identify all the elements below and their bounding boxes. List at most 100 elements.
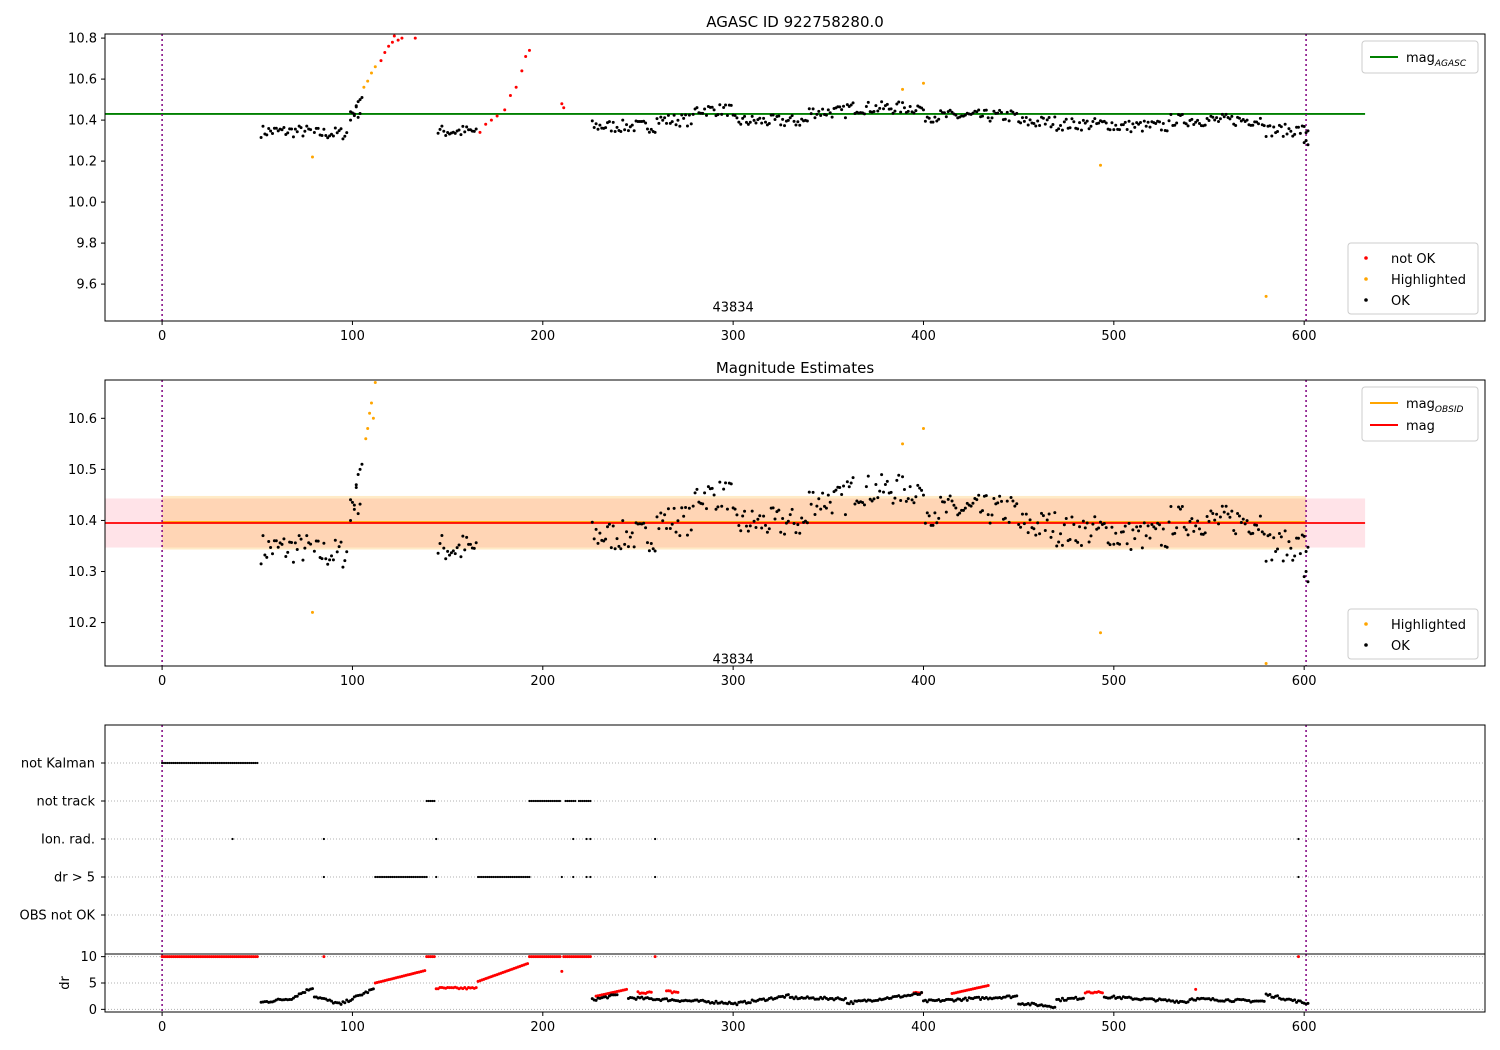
point-ok	[760, 121, 764, 125]
point-ok	[1262, 124, 1266, 128]
point-ok	[1005, 499, 1009, 503]
point-ok	[632, 129, 636, 133]
point-ok	[712, 108, 716, 112]
point-ok	[1296, 125, 1300, 129]
point-ok	[1234, 532, 1238, 536]
point-ok	[918, 486, 922, 490]
point-ok	[1251, 531, 1255, 535]
point-ok	[735, 116, 739, 120]
point-ok	[889, 490, 893, 494]
point-ok	[680, 506, 684, 510]
point-ok	[874, 104, 878, 108]
point-ok	[1302, 534, 1306, 538]
point-ok	[1114, 531, 1118, 535]
point-ok	[1089, 124, 1093, 128]
point-ok	[847, 1002, 851, 1006]
flag-point	[229, 761, 232, 765]
point-ok	[678, 124, 682, 128]
point-ok	[1279, 535, 1283, 539]
point-ok	[295, 994, 299, 998]
point-ok	[849, 481, 853, 485]
point-ok	[975, 110, 979, 114]
point-ok	[341, 565, 345, 569]
point-ok	[358, 467, 362, 471]
point-ok	[1112, 128, 1116, 132]
flag-point	[486, 875, 489, 879]
point-ok	[301, 558, 305, 562]
point-ok	[1196, 519, 1200, 523]
point-ok	[1192, 123, 1196, 127]
point-ok	[1019, 525, 1023, 529]
point-not-ok	[484, 122, 488, 126]
point-ok	[685, 533, 689, 537]
point-ok	[339, 1002, 343, 1006]
flag-point	[197, 761, 200, 765]
point-ok	[1279, 125, 1283, 129]
point-ok	[358, 98, 362, 102]
point-ok	[1260, 530, 1264, 534]
point-ok	[655, 117, 659, 121]
point-ok	[748, 120, 752, 124]
point-ok	[748, 1001, 752, 1005]
point-ok	[1169, 505, 1173, 509]
point-ok	[1038, 123, 1042, 127]
point-not-ok	[514, 85, 518, 89]
x-tick-label: 100	[340, 1020, 365, 1035]
point-ok	[927, 514, 931, 518]
flag-point	[528, 799, 531, 803]
point-ok	[1003, 117, 1007, 121]
point-ok	[1087, 127, 1091, 131]
point-ok	[684, 113, 688, 117]
flag-point	[400, 875, 404, 879]
point-ok	[291, 560, 295, 564]
flag-point	[235, 761, 238, 765]
y-tick-label: 9.8	[76, 237, 97, 252]
point-ok	[1102, 522, 1106, 526]
point-ok	[293, 127, 297, 131]
point-ok	[371, 987, 375, 991]
point-ok	[1268, 124, 1272, 128]
point-ok	[889, 107, 893, 111]
point-ok	[615, 993, 619, 997]
flag-point	[433, 799, 436, 803]
point-ok	[1034, 533, 1038, 537]
point-ok	[819, 507, 823, 511]
point-ok	[912, 501, 916, 505]
point-ok	[701, 502, 705, 506]
point-ok	[891, 111, 895, 115]
flag-point	[570, 799, 573, 803]
point-ok	[628, 535, 632, 539]
flag-point	[509, 875, 512, 879]
point-ok	[933, 115, 937, 119]
y-tick-label: 10.6	[68, 412, 97, 427]
point-ok	[356, 472, 360, 476]
point-ok	[1059, 123, 1063, 127]
x-tick-label: 0	[158, 329, 166, 344]
chart-title: AGASC ID 922758280.0	[706, 13, 884, 31]
point-ok	[1209, 509, 1213, 513]
point-ok	[792, 522, 796, 526]
point-ok	[261, 124, 265, 128]
point-ok	[331, 558, 335, 562]
flag-point	[653, 837, 657, 841]
point-ok	[1272, 125, 1276, 129]
point-ok	[295, 130, 299, 134]
point-ok	[282, 125, 286, 129]
point-ok	[1097, 526, 1101, 530]
point-ok	[842, 104, 846, 108]
point-ok	[1045, 118, 1049, 122]
point-ok	[1159, 128, 1163, 132]
point-ok	[265, 133, 269, 137]
point-ok	[448, 553, 452, 557]
flag-point	[547, 799, 550, 803]
point-ok	[269, 129, 273, 133]
point-ok	[1053, 115, 1057, 119]
point-ok	[1277, 531, 1281, 535]
point-ok	[687, 113, 691, 117]
y-tick-label: 10.2	[68, 616, 97, 631]
legend-label: not OK	[1391, 252, 1436, 267]
point-ok	[792, 119, 796, 123]
point-ok	[912, 111, 916, 115]
point-ok	[948, 494, 952, 498]
point-ok	[725, 114, 729, 118]
